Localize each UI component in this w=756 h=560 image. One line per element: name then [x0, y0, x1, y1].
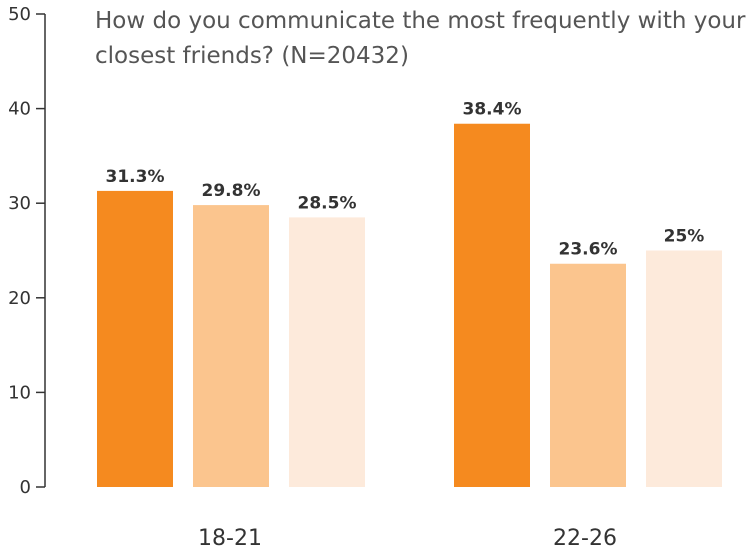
- bar-data-label: 29.8%: [202, 181, 261, 201]
- bar-data-label: 31.3%: [106, 167, 165, 187]
- x-category-label: 22-26: [553, 526, 617, 551]
- bar: [289, 217, 365, 487]
- bar-data-label: 23.6%: [559, 240, 618, 260]
- bar-data-label: 28.5%: [298, 193, 357, 213]
- y-tick-label: 30: [8, 193, 31, 214]
- y-tick-label: 0: [20, 477, 31, 498]
- bar-data-label: 38.4%: [463, 100, 522, 120]
- chart-title: How do you communicate the most frequent…: [95, 8, 746, 69]
- bar: [646, 250, 722, 487]
- bar: [97, 190, 173, 488]
- bar: [193, 205, 269, 488]
- y-tick-label: 40: [8, 99, 31, 120]
- bar-data-label: 25%: [664, 227, 705, 247]
- bar: [550, 263, 626, 487]
- y-tick-label: 50: [8, 4, 31, 25]
- bar: [454, 123, 530, 488]
- x-category-label: 18-21: [198, 526, 262, 551]
- y-tick-label: 10: [8, 382, 31, 403]
- y-tick-label: 20: [8, 288, 31, 309]
